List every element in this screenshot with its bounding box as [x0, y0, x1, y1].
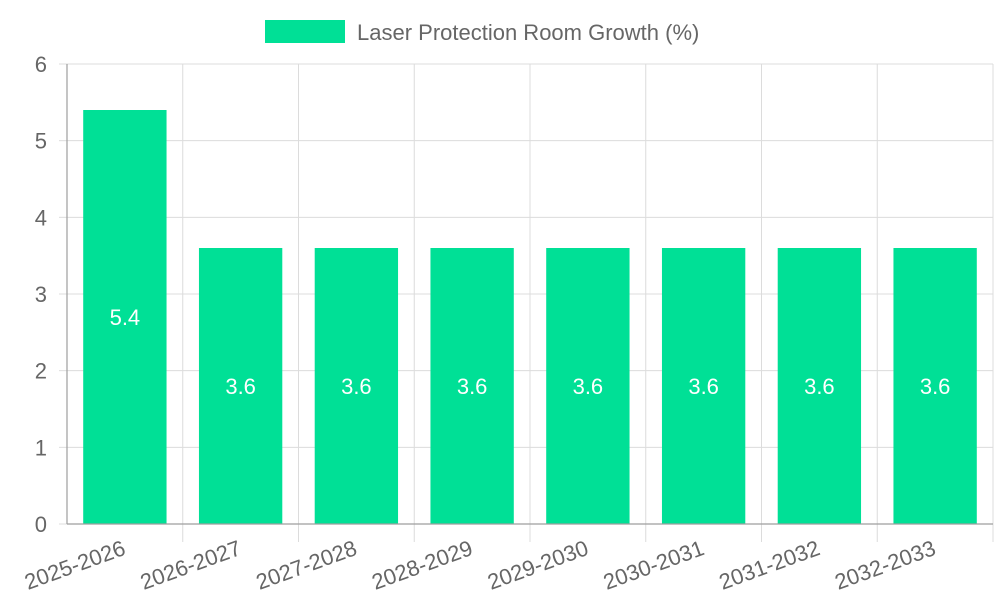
x-tick-label: 2026-2027 — [137, 535, 244, 594]
legend-label: Laser Protection Room Growth (%) — [357, 20, 699, 45]
bar-data-label: 3.6 — [341, 374, 372, 399]
bar[interactable] — [83, 110, 167, 524]
bar-data-label: 3.6 — [573, 374, 604, 399]
bar-data-label: 3.6 — [920, 374, 951, 399]
x-tick-label: 2031-2032 — [716, 535, 823, 594]
bar[interactable] — [314, 248, 399, 524]
axes — [66, 64, 993, 525]
bar-data-label: 5.4 — [110, 305, 141, 330]
bar[interactable] — [198, 248, 283, 524]
x-tick-label: 2032-2033 — [831, 535, 938, 594]
legend[interactable]: Laser Protection Room Growth (%) — [265, 20, 699, 45]
x-tick-label: 2028-2029 — [368, 535, 475, 594]
y-tick-label: 2 — [35, 359, 47, 384]
x-tick-label: 2027-2028 — [253, 535, 360, 594]
x-tick-label: 2029-2030 — [484, 535, 591, 594]
bar-data-label: 3.6 — [688, 374, 719, 399]
y-tick-label: 5 — [35, 129, 47, 154]
bar-data-label: 3.6 — [457, 374, 488, 399]
bar[interactable] — [893, 248, 977, 524]
bar[interactable] — [430, 248, 514, 524]
bar[interactable] — [661, 248, 746, 524]
bar-data-label: 3.6 — [804, 374, 835, 399]
legend-swatch — [265, 20, 345, 43]
y-tick-label: 6 — [35, 52, 47, 77]
bars — [83, 110, 977, 524]
bar-data-label: 3.6 — [225, 374, 256, 399]
y-tick-label: 1 — [35, 435, 47, 460]
bar[interactable] — [777, 248, 862, 524]
x-tick-label: 2025-2026 — [21, 535, 128, 594]
bar[interactable] — [546, 248, 630, 524]
y-tick-label: 0 — [35, 512, 47, 537]
y-tick-label: 3 — [35, 282, 47, 307]
y-tick-label: 4 — [35, 205, 47, 230]
x-tick-label: 2030-2031 — [600, 535, 707, 594]
